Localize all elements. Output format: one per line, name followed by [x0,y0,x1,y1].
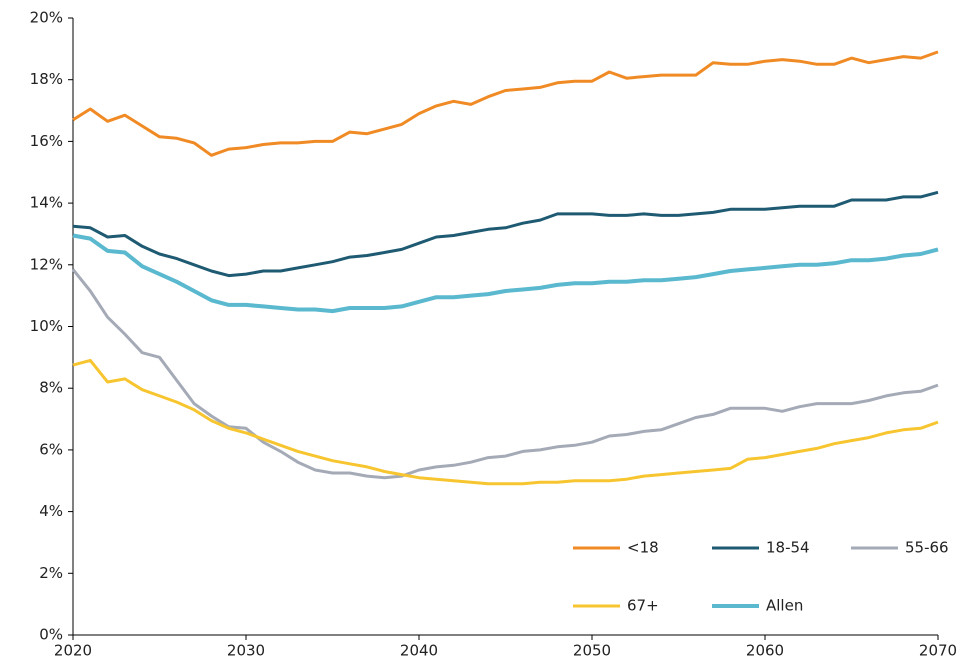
legend-label: 18-54 [766,539,810,557]
y-tick-label: 4% [39,502,63,520]
legend-label: 67+ [627,597,659,615]
y-tick-label: 16% [30,132,63,150]
y-tick-label: 6% [39,440,63,458]
legend-label: 55-66 [905,539,949,557]
x-tick-label: 2030 [227,642,265,660]
y-tick-label: 2% [39,564,63,582]
legend-label: <18 [627,539,659,557]
series-line [72,50,939,157]
y-tick-label: 8% [39,379,63,397]
legend-label: Allen [766,597,803,615]
x-tick-label: 2060 [746,642,784,660]
y-tick-label: 12% [30,255,63,273]
x-tick-label: 2050 [573,642,611,660]
y-tick-label: 10% [30,317,63,335]
x-tick-label: 2020 [54,642,92,660]
series-line [72,358,939,486]
x-tick-label: 2070 [919,642,957,660]
y-tick-label: 0% [39,626,63,644]
series-line [72,190,939,278]
series-line [72,233,939,314]
y-tick-label: 18% [30,70,63,88]
y-tick-label: 20% [30,9,63,27]
x-tick-label: 2040 [400,642,438,660]
y-tick-label: 14% [30,194,63,212]
series-line [71,268,939,480]
